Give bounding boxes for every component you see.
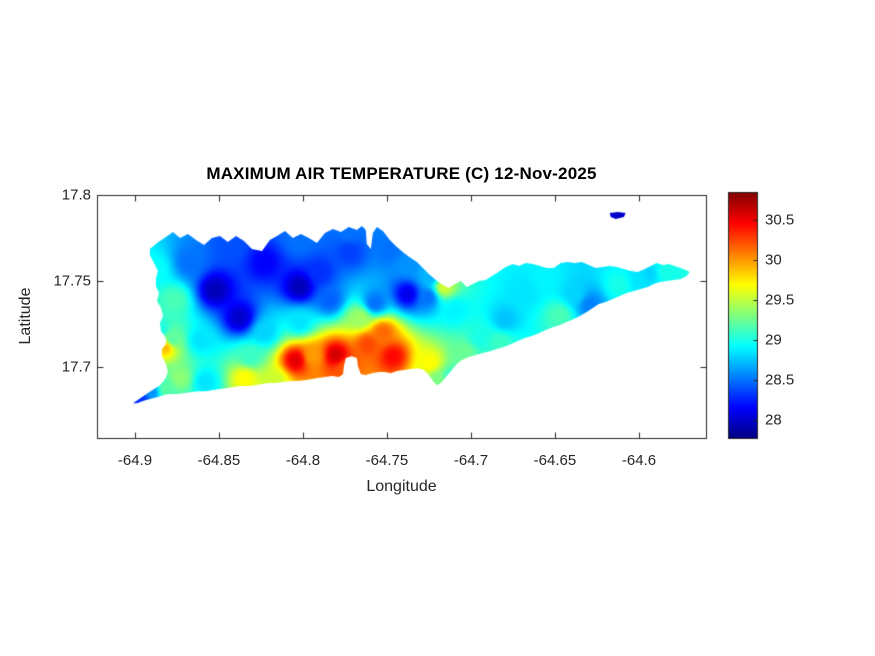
colorbar-tick-label: 29.5 — [765, 291, 795, 309]
x-tick-label: -64.65 — [533, 452, 577, 469]
colorbar-tick-label: 30 — [765, 251, 782, 269]
colorbar-tick-label: 28 — [765, 411, 782, 429]
x-tick-label: -64.75 — [365, 452, 409, 469]
y-tick-label: 17.75 — [53, 272, 91, 290]
colorbar-tick-label: 29 — [765, 331, 782, 349]
colorbar — [728, 192, 758, 438]
y-axis-label: Latitude — [17, 287, 34, 345]
colorbar-tick-label: 30.5 — [765, 211, 795, 229]
x-tick-label: -64.9 — [117, 452, 153, 469]
x-tick-label: -64.6 — [621, 452, 657, 469]
y-tick-label: 17.7 — [61, 358, 91, 376]
x-tick-label: -64.7 — [453, 452, 489, 469]
x-tick-label: -64.85 — [197, 452, 241, 469]
chart-title: MAXIMUM AIR TEMPERATURE (C) 12-Nov-2025 — [206, 164, 597, 183]
x-tick-label: -64.8 — [285, 452, 321, 469]
colorbar-tick-label: 28.5 — [765, 371, 795, 389]
x-axis-label: Longitude — [366, 478, 437, 495]
y-tick-label: 17.8 — [61, 186, 91, 204]
